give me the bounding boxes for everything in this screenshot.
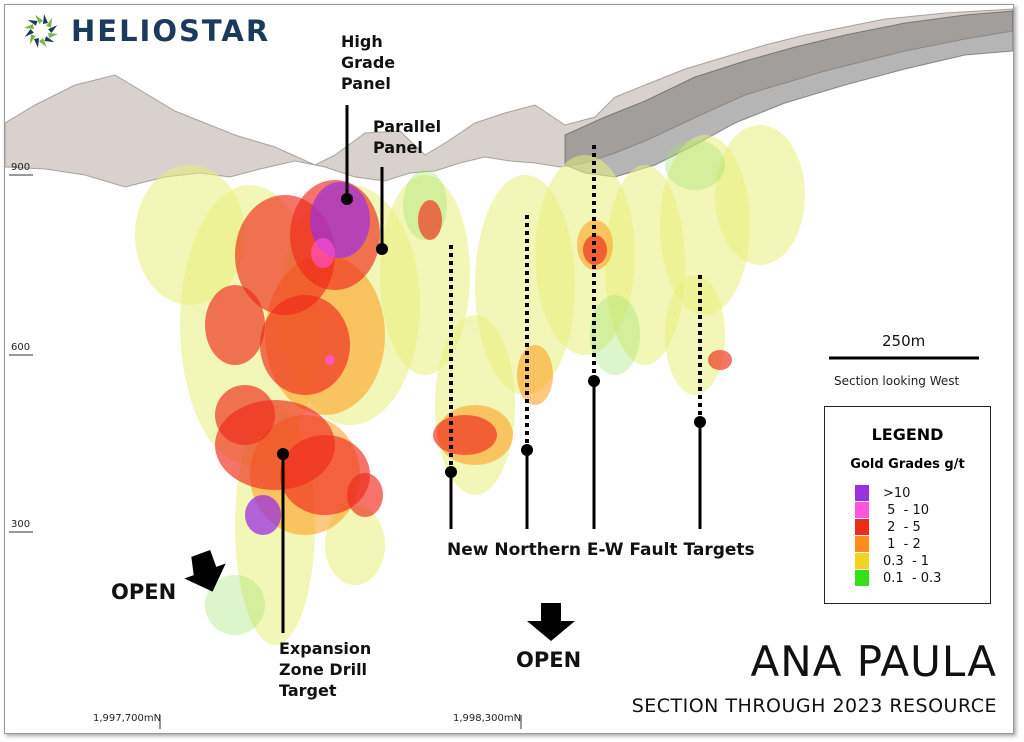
pointer-lines (281, 105, 702, 633)
sunburst-logo-icon (24, 14, 58, 48)
open-arrow-left-icon (184, 549, 226, 592)
label-high-grade-panel: High Grade Panel (341, 32, 396, 93)
open-arrow-center-icon (527, 603, 575, 641)
legend-swatch (855, 553, 869, 569)
label-fault-targets: New Northern E-W Fault Targets (447, 540, 755, 560)
legend-item: 0.3 - 1 (855, 553, 929, 569)
label-open-center: OPEN (516, 648, 582, 672)
legend-item: 1 - 2 (855, 536, 921, 552)
map-frame: HELIOSTAR High Grade Panel Parallel Pane… (4, 4, 1014, 734)
legend-swatch (855, 485, 869, 501)
legend-swatch (855, 519, 869, 535)
legend-item: 2 - 5 (855, 519, 921, 535)
map-title: ANA PAULA (750, 637, 997, 686)
section-drawing (5, 8, 1013, 729)
legend-swatch (855, 536, 869, 552)
fault-target-traces (449, 145, 702, 472)
label-expansion-zone: Expansion Zone Drill Target (279, 639, 372, 700)
grade-shells-very-high (245, 182, 370, 535)
legend-item-label: 0.1 - 0.3 (883, 570, 942, 586)
heliostar-logo: HELIOSTAR (21, 11, 270, 51)
elevation-tick-300: 300 (11, 519, 31, 530)
legend: LEGEND Gold Grades g/t >10 5 - 10 2 - 5 … (824, 406, 991, 604)
legend-item: 0.1 - 0.3 (855, 570, 941, 586)
map-subtitle: SECTION THROUGH 2023 RESOURCE (631, 695, 997, 717)
legend-swatch (855, 502, 869, 518)
section-direction-note: Section looking West (834, 374, 960, 388)
logo-wordmark: HELIOSTAR (71, 14, 271, 48)
legend-item-label: 5 - 10 (883, 502, 930, 518)
legend-swatch (855, 570, 869, 586)
legend-item-label: >10 (883, 485, 911, 501)
label-open-left: OPEN (111, 580, 177, 604)
northing-tick-1: 1,997,700mN (93, 713, 162, 724)
legend-item: >10 (855, 485, 910, 501)
label-parallel-panel: Parallel Panel (373, 117, 442, 157)
legend-title: LEGEND (871, 425, 944, 444)
legend-item-label: 1 - 2 (883, 536, 921, 552)
legend-item-label: 0.3 - 1 (883, 553, 930, 569)
legend-subtitle: Gold Grades g/t (850, 457, 965, 472)
grade-shells-low (135, 125, 805, 645)
scale-bar-label: 250m (882, 332, 926, 350)
legend-item-label: 2 - 5 (883, 519, 921, 535)
elevation-tick-600: 600 (11, 342, 31, 353)
northing-tick-2: 1,998,300mN (453, 713, 522, 724)
pointer-dots (277, 193, 706, 478)
elevation-tick-900: 900 (11, 162, 31, 173)
northing-axis (159, 715, 522, 729)
legend-item: 5 - 10 (855, 502, 929, 518)
elevation-axis (9, 174, 33, 533)
